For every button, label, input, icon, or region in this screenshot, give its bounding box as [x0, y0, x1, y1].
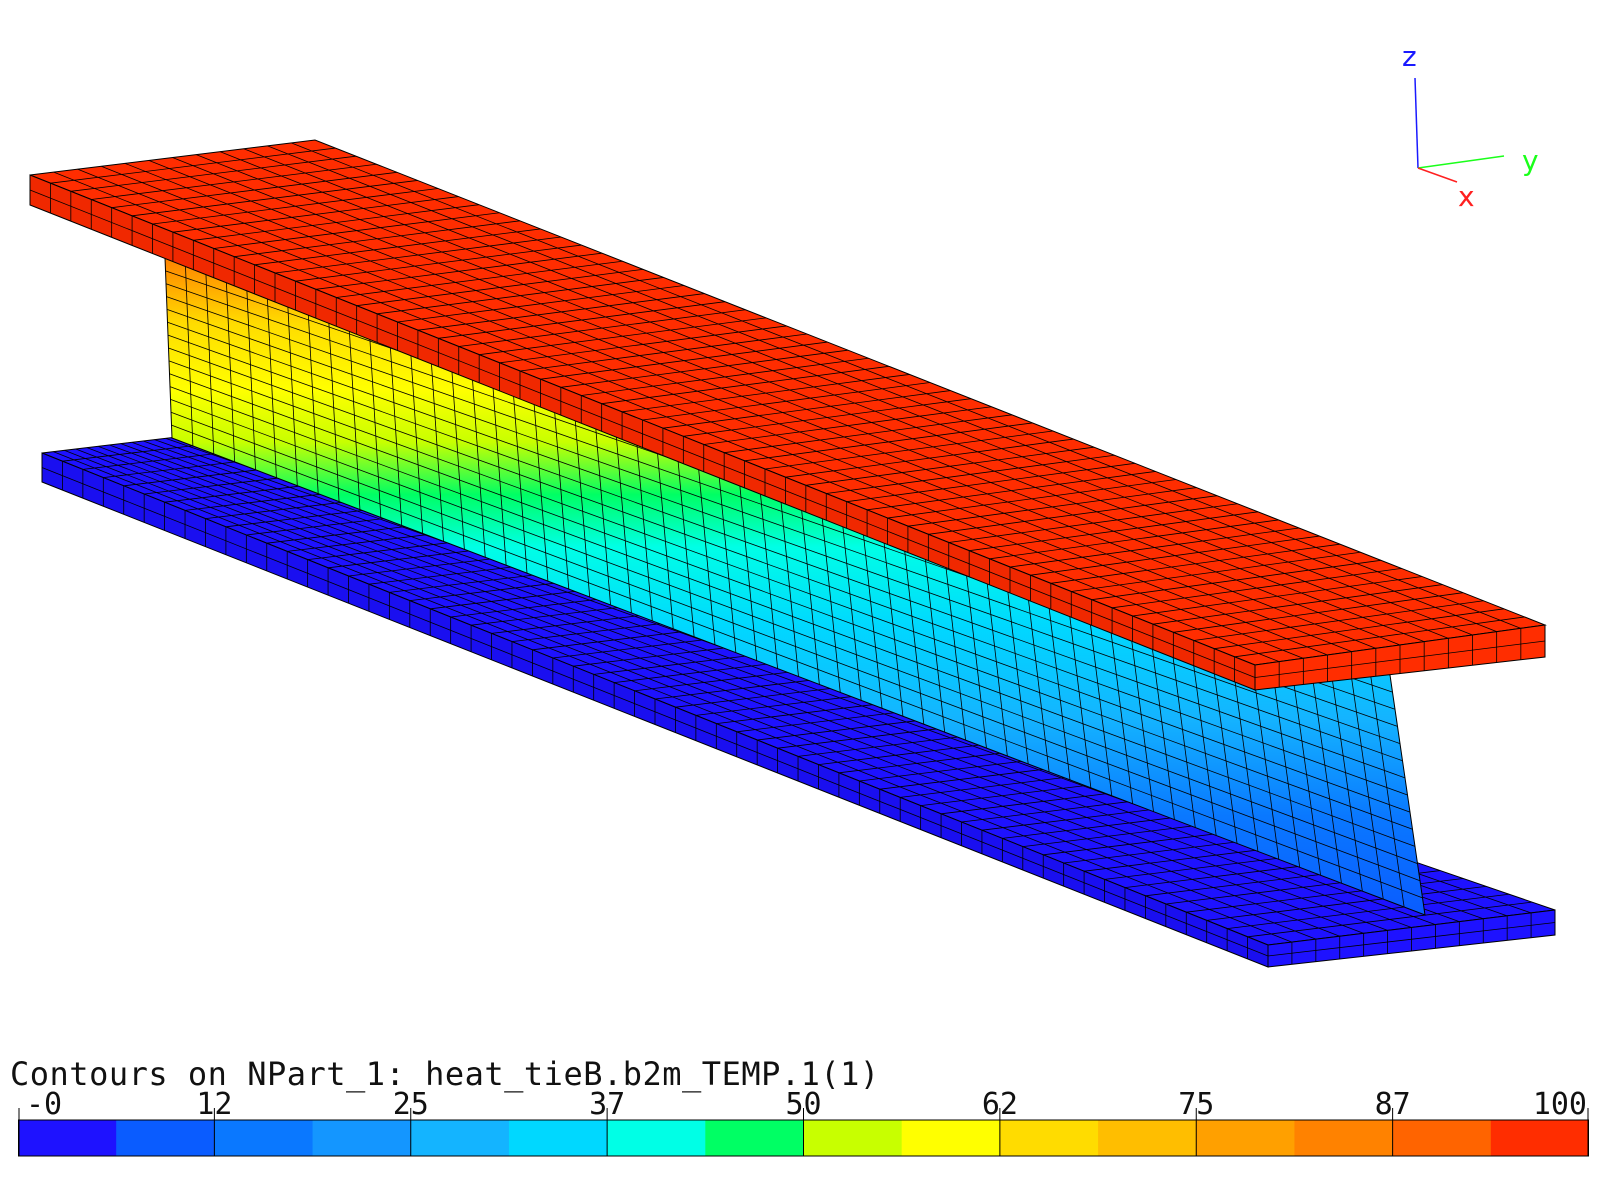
legend-band [508, 1120, 608, 1156]
y-axis-line [1417, 155, 1505, 169]
legend-band [1294, 1120, 1394, 1156]
legend-band [1196, 1120, 1295, 1156]
x-axis-label: x [1458, 180, 1475, 213]
legend-band [214, 1120, 314, 1156]
legend-band [1490, 1120, 1589, 1156]
legend-band [18, 1120, 117, 1156]
z-axis-line [1414, 77, 1419, 169]
web [164, 257, 1426, 916]
legend-band [1392, 1120, 1492, 1156]
legend-band [999, 1120, 1099, 1156]
y-axis-label: y [1522, 144, 1539, 177]
legend-band [607, 1120, 706, 1156]
legend-band [116, 1120, 215, 1156]
legend-band [803, 1120, 903, 1156]
legend-band [1098, 1120, 1197, 1156]
top-flange [29, 139, 1547, 691]
legend-band [410, 1120, 510, 1156]
z-axis-label: z [1402, 40, 1417, 73]
axis-triad: z y x [1402, 40, 1539, 213]
x-axis-line [1417, 167, 1458, 183]
legend-band [901, 1120, 1001, 1156]
legend-band [705, 1120, 804, 1156]
legend-tick-label: -0 [26, 1090, 62, 1122]
legend-band [312, 1120, 412, 1156]
color-legend: -0 12 25 37 50 62 75 87 100 [18, 1090, 1589, 1157]
legend-title: Contours on NPart_1: heat_tieB.b2m_TEMP.… [10, 1055, 880, 1093]
legend-tick-label: 100 [1533, 1090, 1587, 1122]
model-viewport[interactable] [0, 0, 1600, 1050]
